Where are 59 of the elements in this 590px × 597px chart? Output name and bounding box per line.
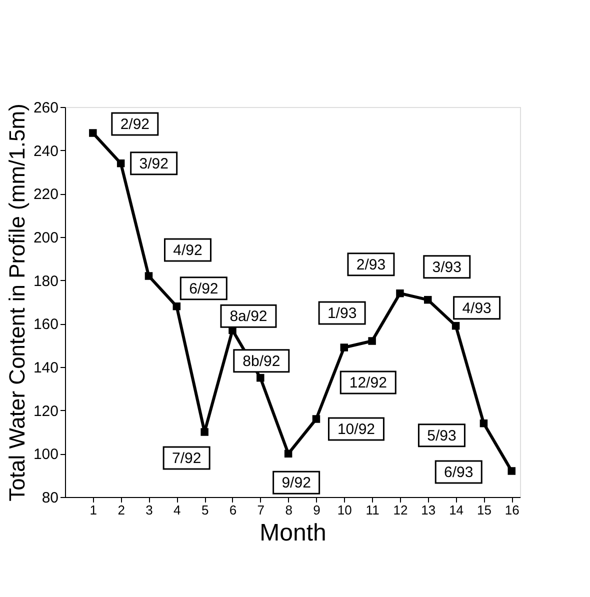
point bbox=[284, 450, 292, 458]
point bbox=[340, 344, 348, 352]
x-tick-label: 10 bbox=[337, 502, 352, 518]
point bbox=[200, 428, 208, 436]
point bbox=[424, 296, 432, 304]
x-tick-label: 11 bbox=[366, 502, 380, 518]
x-tick-label: 7 bbox=[257, 502, 265, 518]
annotation: 8a/92 bbox=[230, 308, 268, 326]
y-tick-label: 120 bbox=[33, 402, 58, 420]
y-tick-label: 180 bbox=[33, 272, 58, 290]
y-tick-label: 200 bbox=[33, 230, 58, 246]
annotation: 12/92 bbox=[349, 374, 387, 392]
x-tick-label: 14 bbox=[449, 502, 464, 518]
point bbox=[480, 419, 488, 428]
y-tick-label: 260 bbox=[33, 100, 58, 116]
x-tick-label: 15 bbox=[476, 502, 492, 518]
x-tick-label: 16 bbox=[504, 502, 520, 518]
point bbox=[368, 337, 376, 345]
point bbox=[452, 322, 460, 330]
annotation: 2/92 bbox=[120, 116, 150, 133]
y-axis-title: Total Water Content in Profile (mm/1.5m) bbox=[4, 104, 30, 502]
x-tick-label: 12 bbox=[393, 502, 408, 518]
x-tick-label: 1 bbox=[90, 502, 98, 518]
annotation: 4/92 bbox=[173, 242, 202, 259]
point bbox=[396, 289, 404, 298]
y-tick-label: 240 bbox=[33, 142, 58, 160]
x-tick-label: 9 bbox=[313, 502, 320, 518]
x-tick-label: 5 bbox=[201, 502, 209, 518]
annotation: 9/92 bbox=[282, 474, 311, 492]
annotation: 3/93 bbox=[432, 258, 462, 276]
annotation: 7/92 bbox=[172, 450, 202, 467]
y-tick-label: 220 bbox=[33, 186, 58, 204]
point bbox=[172, 302, 181, 310]
annotation: 3/92 bbox=[139, 155, 168, 172]
annotation: 6/92 bbox=[189, 280, 218, 298]
y-tick-label: 80 bbox=[42, 490, 58, 506]
y-tick-label: 160 bbox=[33, 316, 58, 334]
point bbox=[508, 467, 516, 475]
point bbox=[312, 415, 320, 423]
x-tick-label: 13 bbox=[421, 502, 436, 518]
y-tick-label: 100 bbox=[33, 446, 58, 464]
annotation: 1/93 bbox=[327, 305, 357, 322]
point bbox=[89, 129, 97, 137]
x-axis-title: Month bbox=[260, 520, 326, 546]
x-tick-label: 6 bbox=[229, 502, 237, 518]
annotation: 4/93 bbox=[462, 300, 492, 317]
annotation: 10/92 bbox=[337, 421, 375, 438]
point bbox=[116, 159, 125, 168]
annotation: 6/93 bbox=[444, 464, 474, 481]
x-tick-label: 3 bbox=[146, 502, 153, 518]
point bbox=[144, 272, 153, 280]
x-tick-label: 4 bbox=[174, 502, 181, 518]
x-tick-label: 8 bbox=[285, 502, 292, 518]
point bbox=[256, 374, 264, 382]
x-tick-label: 2 bbox=[118, 502, 125, 518]
annotation: 2/93 bbox=[356, 256, 386, 274]
annotation: 5/93 bbox=[427, 427, 456, 444]
y-tick-label: 140 bbox=[33, 360, 58, 376]
annotation: 8b/92 bbox=[242, 352, 280, 370]
